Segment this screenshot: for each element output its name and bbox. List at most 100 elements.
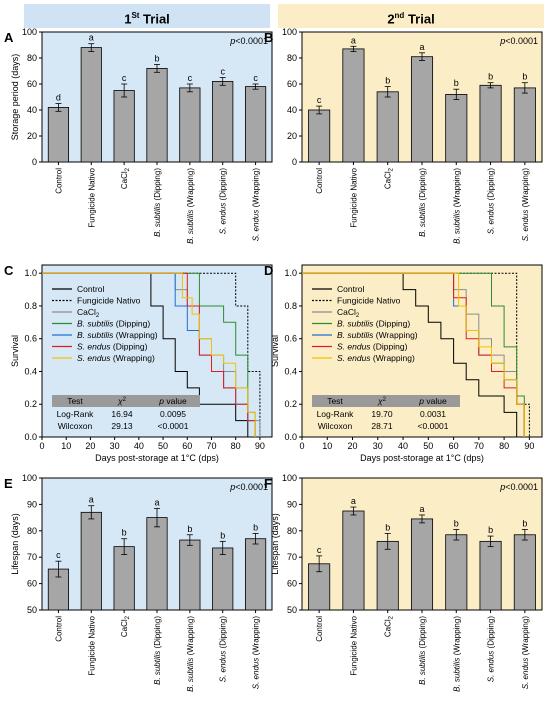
significance-letter: b bbox=[154, 54, 159, 64]
y-tick-label: 0.0 bbox=[284, 432, 297, 442]
x-tick-label: 0 bbox=[299, 441, 304, 451]
bar bbox=[244, 538, 267, 611]
bar-chart-E: 50 60 70 80 90 100 Lifespan (days) c Control a Fun… bbox=[4, 473, 273, 692]
series-line-fungicide bbox=[302, 272, 530, 437]
bar bbox=[479, 540, 502, 611]
y-tick-label: 50 bbox=[27, 605, 37, 615]
panel-letter: D bbox=[264, 263, 273, 278]
y-tick-label: 0.2 bbox=[284, 399, 297, 409]
bar bbox=[113, 546, 135, 611]
significance-letter: b bbox=[385, 522, 390, 532]
legend-entry: CaCl2 bbox=[77, 307, 100, 319]
legend-entry: Control bbox=[337, 284, 365, 294]
category-label: S. endus (Wrapping) bbox=[252, 168, 261, 242]
legend-entry: B. subtilis (Wrapping) bbox=[337, 330, 418, 340]
panel-letter: C bbox=[4, 263, 14, 278]
y-tick-label: 80 bbox=[27, 53, 37, 63]
panel-letter: A bbox=[4, 30, 14, 45]
x-tick-label: 80 bbox=[499, 441, 509, 451]
y-tick-label: 100 bbox=[282, 27, 297, 37]
bar bbox=[47, 107, 70, 163]
y-tick-label: 1.0 bbox=[24, 268, 37, 278]
y-tick-label: 0.2 bbox=[24, 399, 37, 409]
p-value: p<0.0001 bbox=[499, 482, 538, 492]
category-label: B. subtilis (Dipping) bbox=[153, 616, 162, 685]
x-tick-label: 90 bbox=[255, 441, 265, 451]
bar-chart-B: 0 20 40 60 80 100 c Control a Fungicide Nativo b Ca… bbox=[264, 27, 543, 244]
category-label: B. subtilis (Dipping) bbox=[418, 616, 427, 685]
significance-letter: b bbox=[220, 530, 225, 540]
category-label: B. subtilis (Wrapping) bbox=[452, 168, 461, 244]
x-tick-label: 70 bbox=[474, 441, 484, 451]
legend-entry: S. endus (Wrapping) bbox=[337, 353, 415, 363]
y-tick-label: 0.6 bbox=[24, 334, 37, 344]
y-tick-label: 100 bbox=[22, 27, 37, 37]
legend-entry: B. subtilis (Dipping) bbox=[77, 319, 150, 329]
category-label: S. endus (Dipping) bbox=[487, 168, 496, 235]
category-label: CaCl2 bbox=[384, 615, 395, 637]
category-label: B. subtilis (Wrapping) bbox=[186, 616, 195, 692]
legend-entry: Fungicide Nativo bbox=[337, 296, 401, 306]
significance-letter: c bbox=[220, 67, 225, 77]
y-tick-label: 0 bbox=[292, 157, 297, 167]
category-label: S. endus (Dipping) bbox=[219, 616, 228, 683]
stats-table-cell: 29.13 bbox=[111, 421, 133, 431]
p-value: p<0.0001 bbox=[499, 36, 538, 46]
bar bbox=[80, 511, 102, 611]
y-tick-label: 0 bbox=[32, 157, 37, 167]
bar bbox=[244, 86, 267, 163]
significance-letter: c bbox=[188, 73, 193, 83]
series-line-control bbox=[42, 272, 249, 437]
y-tick-label: 60 bbox=[27, 79, 37, 89]
bar bbox=[410, 518, 434, 611]
trial1-header: 1St Trial bbox=[24, 4, 270, 28]
y-tick-label: 60 bbox=[27, 579, 37, 589]
series-line-se_dip bbox=[42, 272, 256, 437]
plot-area bbox=[301, 264, 543, 438]
trial2-header: 2nd Trial bbox=[278, 4, 544, 28]
stats-table-cell: <0.0001 bbox=[418, 421, 449, 431]
bar bbox=[146, 68, 168, 163]
x-tick-label: 20 bbox=[348, 441, 358, 451]
legend-entry: S. endus (Dipping) bbox=[77, 342, 148, 352]
y-tick-label: 40 bbox=[27, 105, 37, 115]
significance-letter: a bbox=[351, 496, 356, 506]
significance-letter: a bbox=[89, 33, 94, 43]
bar bbox=[445, 94, 468, 163]
x-tick-label: 60 bbox=[449, 441, 459, 451]
series-line-fungicide bbox=[42, 272, 261, 437]
series-line-se_wrap bbox=[302, 272, 525, 437]
category-label: S. endus (Dipping) bbox=[487, 616, 496, 683]
legend-entry: S. endus (Dipping) bbox=[337, 342, 408, 352]
y-tick-label: 60 bbox=[287, 79, 297, 89]
legend-entry: Fungicide Nativo bbox=[77, 296, 141, 306]
stats-table-cell: 19.70 bbox=[371, 409, 393, 419]
bar bbox=[212, 81, 234, 163]
category-label: S. endus (Wrapping) bbox=[521, 168, 530, 242]
category-label: Fungicide Nativo bbox=[87, 615, 96, 675]
bar bbox=[179, 87, 201, 163]
survival-chart-D: 0.0 0.2 0.4 0.6 0.8 1.0 0 10 20 30 40 50 60 70 80 90 Sur… bbox=[264, 263, 543, 463]
significance-letter: b bbox=[488, 72, 493, 82]
bar bbox=[212, 547, 234, 611]
y-tick-label: 0.8 bbox=[24, 301, 37, 311]
x-tick-label: 40 bbox=[398, 441, 408, 451]
stats-table-header: p value bbox=[418, 396, 447, 406]
y-axis-label: Survival bbox=[10, 335, 20, 367]
category-label: S. endus (Dipping) bbox=[219, 168, 228, 235]
y-tick-label: 20 bbox=[27, 131, 37, 141]
stats-table-header: p value bbox=[158, 396, 187, 406]
significance-letter: b bbox=[122, 528, 127, 538]
y-tick-label: 20 bbox=[287, 131, 297, 141]
significance-letter: b bbox=[385, 76, 390, 86]
panel-letter: F bbox=[264, 476, 272, 491]
stats-table-header: χ2 bbox=[377, 396, 387, 406]
bar bbox=[308, 109, 331, 163]
significance-letter: a bbox=[154, 497, 159, 507]
y-axis-label: Storage period (days) bbox=[10, 54, 20, 141]
category-label: Control bbox=[54, 168, 63, 194]
stats-table-header: Test bbox=[327, 396, 343, 406]
legend-entry: CaCl2 bbox=[337, 307, 360, 319]
significance-letter: b bbox=[187, 524, 192, 534]
